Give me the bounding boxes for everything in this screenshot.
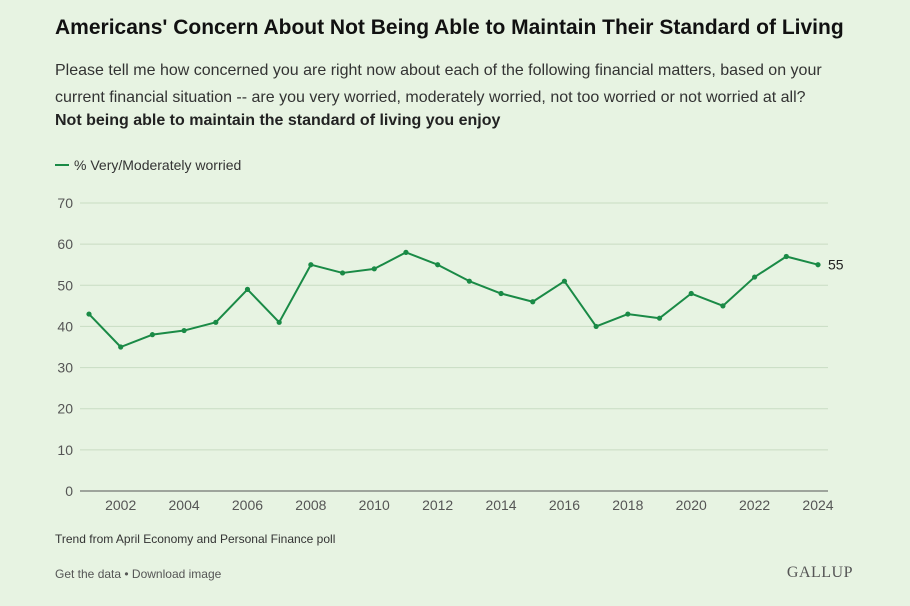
data-point xyxy=(498,290,504,297)
data-point xyxy=(466,278,472,284)
x-tick-label: 2006 xyxy=(232,497,263,513)
y-tick-label: 50 xyxy=(57,277,73,293)
data-point xyxy=(149,332,155,338)
y-axis: 0 10 20 30 40 50 60 70 xyxy=(57,195,73,499)
legend-label: % Very/Moderately worried xyxy=(74,157,242,173)
y-tick-label: 60 xyxy=(57,236,73,252)
y-tick-label: 10 xyxy=(57,442,73,458)
data-point xyxy=(752,274,758,280)
data-point xyxy=(593,323,599,330)
series-group: 55 xyxy=(86,249,844,350)
x-tick-label: 2010 xyxy=(359,497,390,513)
get-data-link[interactable]: Get the data xyxy=(55,567,122,581)
data-point xyxy=(181,327,187,334)
data-point xyxy=(371,266,377,272)
y-tick-label: 0 xyxy=(65,483,73,499)
footer-links: Get the data • Download image xyxy=(55,567,221,581)
data-point xyxy=(213,319,219,325)
x-tick-label: 2008 xyxy=(295,497,326,513)
x-tick-label: 2002 xyxy=(105,497,136,513)
link-separator: • xyxy=(121,567,132,581)
data-point xyxy=(530,299,536,305)
y-tick-label: 70 xyxy=(57,195,73,211)
data-point xyxy=(403,249,409,255)
series-line xyxy=(88,251,819,348)
data-point xyxy=(308,262,314,268)
data-point xyxy=(276,319,282,325)
data-point xyxy=(86,311,92,317)
data-point xyxy=(688,290,694,297)
data-point xyxy=(118,344,124,350)
legend: % Very/Moderately worried xyxy=(55,157,241,173)
data-point xyxy=(720,303,726,309)
gridlines xyxy=(80,202,828,451)
gallup-logo: GALLUP xyxy=(786,564,853,581)
y-tick-label: 40 xyxy=(57,318,73,334)
data-point xyxy=(815,262,821,268)
data-point xyxy=(625,311,631,317)
footnote: Trend from April Economy and Personal Fi… xyxy=(55,532,336,546)
x-tick-label: 2012 xyxy=(422,497,453,513)
data-point xyxy=(783,253,789,260)
y-tick-label: 30 xyxy=(57,360,73,376)
data-point xyxy=(339,270,346,276)
x-tick-label: 2022 xyxy=(739,497,770,513)
download-image-link[interactable]: Download image xyxy=(131,567,222,581)
x-tick-label: 2004 xyxy=(169,497,200,513)
data-point xyxy=(656,315,663,321)
data-point xyxy=(435,262,441,268)
chart-title: Americans' Concern About Not Being Able … xyxy=(55,16,844,39)
x-tick-label: 2014 xyxy=(485,497,516,513)
data-point xyxy=(561,278,568,284)
data-point xyxy=(244,286,251,292)
legend-line-swatch xyxy=(55,164,69,166)
x-tick-label: 2018 xyxy=(612,497,643,513)
chart-subtitle: Please tell me how concerned you are rig… xyxy=(55,62,822,106)
x-tick-label: 2024 xyxy=(802,497,833,513)
x-tick-label: 2020 xyxy=(676,497,707,513)
question-label: Not being able to maintain the standard … xyxy=(55,112,501,129)
x-tick-label: 2016 xyxy=(549,497,580,513)
end-value-label: 55 xyxy=(828,257,844,273)
y-tick-label: 20 xyxy=(57,401,73,417)
x-axis: 2002 2004 2006 2008 2010 2012 2014 2016 2018 2020… xyxy=(80,490,834,513)
